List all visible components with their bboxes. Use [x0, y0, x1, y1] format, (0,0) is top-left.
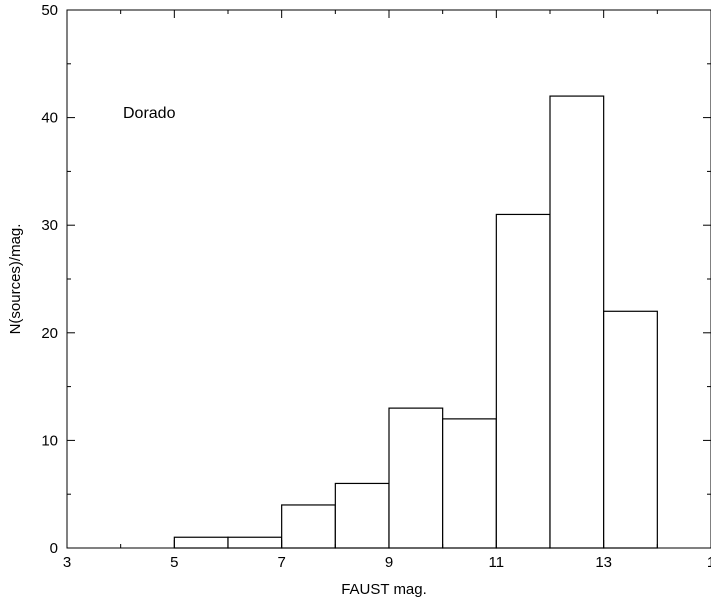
x-tick-label: 9 [385, 554, 393, 571]
x-tick-label: 3 [63, 554, 71, 571]
histogram-bar-7 [549, 95, 605, 549]
y-tick-label: 30 [41, 217, 58, 234]
histogram-bar-4 [388, 407, 444, 549]
y-tick-label: 50 [41, 2, 58, 19]
histogram-bar-8 [603, 310, 658, 549]
bars [173, 95, 658, 549]
y-tick-label: 0 [50, 540, 58, 557]
y-tick-label: 40 [41, 110, 58, 127]
histogram-bar-0 [173, 536, 229, 549]
x-axis-label: FAUST mag. [341, 581, 427, 598]
x-tick-label: 13 [595, 554, 612, 571]
y-tick-label: 20 [41, 325, 58, 342]
x-tick-label: 1 [707, 554, 711, 571]
x-tick-label: 5 [170, 554, 178, 571]
histogram-bar-1 [227, 536, 283, 549]
x-tick-label: 11 [489, 554, 505, 571]
histogram-bar-5 [442, 418, 497, 549]
y-tick-label: 10 [41, 432, 58, 449]
histogram-bar-6 [495, 213, 551, 549]
axes: 35791113101020304050 [41, 2, 711, 571]
histogram-bar-2 [281, 504, 336, 549]
x-tick-label: 7 [277, 554, 285, 571]
annotation-label: Dorado [123, 105, 176, 122]
histogram-bar-3 [334, 482, 390, 549]
y-axis-label: N(sources)/mag. [7, 224, 24, 335]
